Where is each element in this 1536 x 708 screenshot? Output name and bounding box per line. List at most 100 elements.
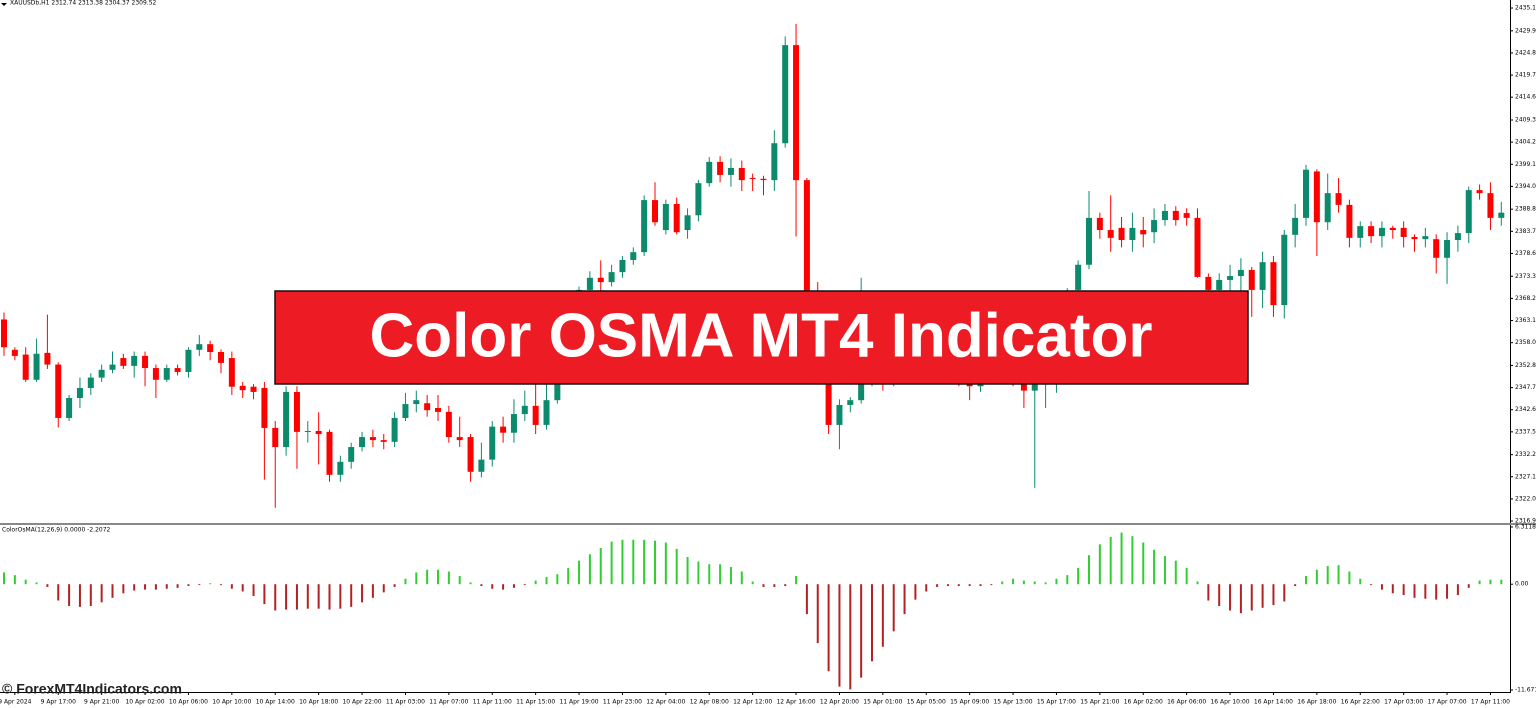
y-tick-label: 2368.25 xyxy=(1515,295,1536,302)
candle-body xyxy=(142,355,149,369)
candle-body xyxy=(359,437,366,448)
candle-body xyxy=(478,459,485,472)
candle-body xyxy=(695,183,702,216)
candle-body xyxy=(858,377,865,401)
y-tick-label: 2332.25 xyxy=(1515,451,1536,458)
candle-body xyxy=(1335,193,1342,205)
candle-body xyxy=(652,200,658,223)
candle-body xyxy=(380,440,387,442)
candle-body xyxy=(1227,276,1234,280)
y-tick-label: 2419.70 xyxy=(1515,72,1536,79)
x-tick-label: 10 Apr 14:00 xyxy=(256,699,295,706)
y-tick-label: 2429.90 xyxy=(1515,27,1536,34)
candle-body xyxy=(174,368,181,372)
candle-body xyxy=(608,272,615,283)
candle-body xyxy=(641,200,648,253)
y-tick-label: 2404.25 xyxy=(1515,139,1536,146)
candle-body xyxy=(44,352,51,365)
candle-body xyxy=(304,430,311,432)
y-tick-label: 2424.80 xyxy=(1515,49,1536,56)
candle-body xyxy=(738,167,745,181)
candle-body xyxy=(185,349,192,372)
candle-body xyxy=(152,368,159,380)
y-tick-label: 2363.15 xyxy=(1515,317,1536,324)
watermark: © ForexMT4Indicators.com xyxy=(2,681,182,697)
x-tick-label: 17 Apr 07:00 xyxy=(1427,699,1466,706)
candle-body xyxy=(315,430,322,435)
y-tick-label: 2394.05 xyxy=(1515,183,1536,190)
y-tick-label: 2337.50 xyxy=(1515,428,1536,435)
candle-body xyxy=(1346,204,1353,238)
candle-body xyxy=(445,411,452,438)
y-tick-label: 2352.80 xyxy=(1515,362,1536,369)
candle-body xyxy=(1465,190,1472,234)
candle-body xyxy=(1357,226,1364,238)
panel-title: ColorOsMA(12,26,9) 0.0000 -2.2072 xyxy=(2,527,111,534)
y-tick-label: 2414.60 xyxy=(1515,94,1536,101)
candle-body xyxy=(749,177,756,179)
x-tick-label: 16 Apr 18:00 xyxy=(1297,699,1336,706)
candle-body xyxy=(1205,276,1212,290)
candle-body xyxy=(521,405,528,415)
y-tick-label: 2378.60 xyxy=(1515,250,1536,257)
y-tick-label: 2316.95 xyxy=(1515,518,1536,525)
x-tick-label: 11 Apr 03:00 xyxy=(386,699,425,706)
x-tick-label: 15 Apr 05:00 xyxy=(907,699,946,706)
candle-body xyxy=(369,437,376,441)
candle-body xyxy=(1281,234,1288,306)
x-tick-label: 17 Apr 11:00 xyxy=(1471,699,1510,706)
x-tick-label: 12 Apr 12:00 xyxy=(733,699,772,706)
x-tick-label: 9 Apr 2024 xyxy=(0,699,32,706)
candle-body xyxy=(391,417,398,442)
candle-body xyxy=(87,377,94,389)
candle-body xyxy=(662,203,669,231)
candle-body xyxy=(207,344,214,352)
candle-body xyxy=(1129,227,1136,241)
candle-body xyxy=(1411,236,1418,240)
candle-body xyxy=(1303,169,1309,218)
x-tick-label: 11 Apr 23:00 xyxy=(603,699,642,706)
candle-body xyxy=(1248,269,1255,290)
candle-body xyxy=(1422,236,1429,240)
x-tick-label: 11 Apr 15:00 xyxy=(516,699,555,706)
candle-body xyxy=(630,252,637,260)
x-tick-label: 15 Apr 17:00 xyxy=(1037,699,1076,706)
candle-body xyxy=(727,167,734,175)
candle-body xyxy=(272,427,279,448)
candle-body xyxy=(348,447,355,462)
banner: Color OSMA MT4 Indicator xyxy=(274,290,1249,385)
candle-body xyxy=(283,391,290,448)
candle-body xyxy=(456,437,463,441)
candle-body xyxy=(228,358,235,387)
candle-body xyxy=(98,369,105,378)
x-tick-label: 9 Apr 21:00 xyxy=(84,699,119,706)
x-tick-label: 16 Apr 02:00 xyxy=(1124,699,1163,706)
candle-body xyxy=(793,45,800,181)
x-tick-label: 11 Apr 11:00 xyxy=(473,699,512,706)
candle-body xyxy=(771,143,778,181)
candle-body xyxy=(782,45,789,144)
candle-body xyxy=(717,161,724,175)
candle-body xyxy=(22,354,29,380)
candle-body xyxy=(337,461,344,475)
y-tick-label: 0.00 xyxy=(1515,581,1529,588)
candle-body xyxy=(1086,217,1092,265)
candle-body xyxy=(163,368,170,380)
x-tick-label: 11 Apr 07:00 xyxy=(429,699,468,706)
candle-body xyxy=(1161,210,1168,221)
candle-body xyxy=(1324,193,1331,223)
candle-body xyxy=(1292,217,1299,235)
candle-body xyxy=(1118,227,1125,241)
candle-body xyxy=(196,344,203,350)
banner-box xyxy=(274,290,1249,385)
candle-body xyxy=(825,351,832,425)
candle-body xyxy=(402,404,409,418)
candle-body xyxy=(250,386,257,392)
x-tick-label: 12 Apr 08:00 xyxy=(690,699,729,706)
y-tick-label: 2435.15 xyxy=(1515,5,1536,12)
y-tick-label: 2358.05 xyxy=(1515,339,1536,346)
x-tick-label: 10 Apr 22:00 xyxy=(342,699,381,706)
panel-title: XAUUSDb,H1 2312.74 2313.38 2304.37 2309.… xyxy=(10,0,157,7)
candle-body xyxy=(532,405,539,425)
candle-body xyxy=(1313,171,1320,223)
